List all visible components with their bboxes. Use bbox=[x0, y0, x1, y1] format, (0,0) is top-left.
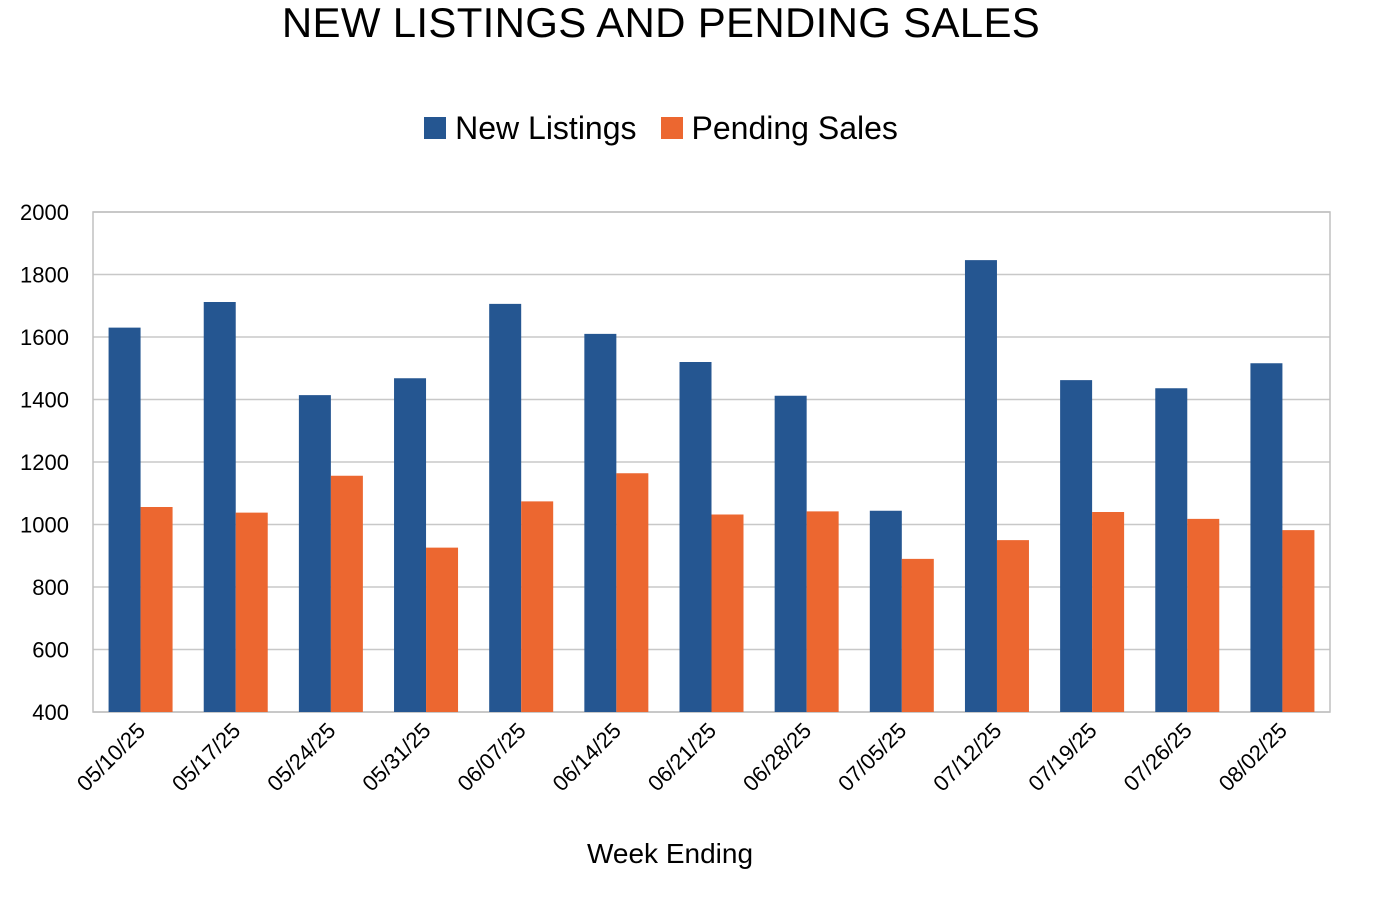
x-tick-label: 07/26/25 bbox=[1119, 718, 1197, 796]
x-tick-label: 07/05/25 bbox=[833, 718, 911, 796]
legend-label-new-listings: New Listings bbox=[455, 110, 637, 146]
x-tick-label: 08/02/25 bbox=[1214, 718, 1292, 796]
bar-pending-sales bbox=[901, 558, 934, 712]
x-tick-label: 06/07/25 bbox=[452, 718, 530, 796]
bar-pending-sales bbox=[140, 507, 173, 712]
y-tick-label: 1200 bbox=[20, 450, 69, 475]
bar-pending-sales bbox=[711, 514, 744, 712]
x-axis-title: Week Ending bbox=[586, 838, 754, 869]
x-tick-label: 05/24/25 bbox=[262, 718, 340, 796]
y-tick-label: 1400 bbox=[20, 388, 69, 413]
chart-title: NEW LISTINGS AND PENDING SALES bbox=[281, 0, 1041, 46]
bar-pending-sales bbox=[426, 547, 459, 712]
legend-item-new-listings: New Listings bbox=[424, 108, 637, 148]
x-tick-label: 06/14/25 bbox=[548, 718, 626, 796]
bar-new-listings bbox=[584, 333, 617, 712]
bar-pending-sales bbox=[521, 501, 554, 712]
x-tick-label: 05/31/25 bbox=[357, 718, 435, 796]
bar-new-listings bbox=[679, 362, 712, 712]
y-tick-label: 400 bbox=[32, 700, 69, 725]
legend-swatch-pending-sales bbox=[660, 117, 683, 139]
bar-pending-sales bbox=[806, 511, 839, 712]
legend-swatch-new-listings bbox=[424, 117, 447, 139]
bar-new-listings bbox=[964, 260, 997, 712]
bar-pending-sales bbox=[996, 540, 1029, 712]
legend: New Listings Pending Sales bbox=[0, 108, 1322, 148]
x-tick-label: 05/17/25 bbox=[167, 718, 245, 796]
bar-pending-sales bbox=[616, 473, 649, 712]
y-tick-label: 600 bbox=[32, 638, 69, 663]
bar-new-listings bbox=[869, 510, 902, 712]
bar-pending-sales bbox=[330, 475, 363, 712]
legend-label-pending-sales: Pending Sales bbox=[691, 110, 898, 146]
x-tick-label: 06/28/25 bbox=[738, 718, 816, 796]
y-tick-label: 2000 bbox=[20, 200, 69, 225]
bar-new-listings bbox=[1250, 363, 1283, 712]
bar-new-listings bbox=[394, 378, 427, 712]
legend-item-pending-sales: Pending Sales bbox=[660, 108, 898, 148]
y-tick-label: 1000 bbox=[20, 513, 69, 538]
bar-new-listings bbox=[1060, 380, 1093, 712]
bar-pending-sales bbox=[1282, 530, 1315, 712]
bar-pending-sales bbox=[235, 512, 268, 712]
x-tick-label: 07/19/25 bbox=[1023, 718, 1101, 796]
bar-pending-sales bbox=[1092, 512, 1125, 712]
x-tick-label: 07/12/25 bbox=[928, 718, 1006, 796]
y-tick-label: 800 bbox=[32, 575, 69, 600]
x-tick-label: 05/10/25 bbox=[72, 718, 150, 796]
y-tick-label: 1600 bbox=[20, 325, 69, 350]
bar-new-listings bbox=[108, 327, 141, 712]
y-tick-label: 1800 bbox=[20, 263, 69, 288]
x-tick-label: 06/21/25 bbox=[643, 718, 721, 796]
bar-new-listings bbox=[1155, 388, 1188, 712]
bar-pending-sales bbox=[1187, 518, 1220, 712]
bar-new-listings bbox=[298, 395, 331, 712]
bar-new-listings bbox=[203, 302, 236, 712]
bar-new-listings bbox=[774, 395, 807, 712]
bar-new-listings bbox=[489, 303, 522, 712]
